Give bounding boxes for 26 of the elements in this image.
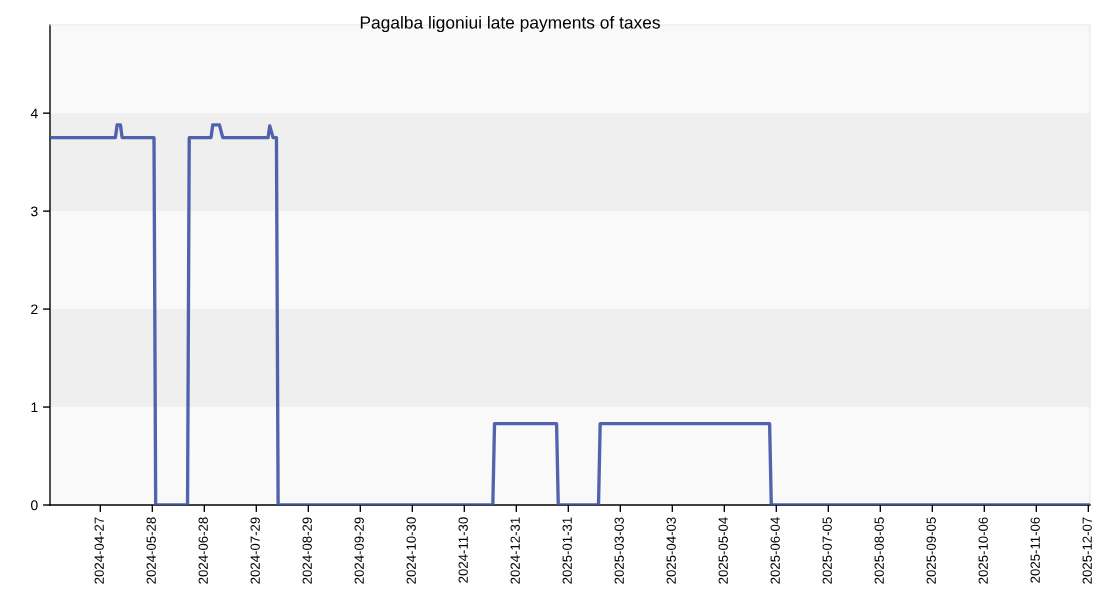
y-tick-label: 1: [31, 402, 38, 413]
x-tick-label: 2025-10-06: [978, 517, 988, 584]
x-tick-label: 2024-07-29: [250, 517, 260, 584]
x-tick-label: 2024-04-27: [94, 517, 104, 584]
x-tick-label: 2025-04-03: [666, 517, 676, 584]
x-tick-label: 2025-05-04: [718, 517, 728, 584]
x-tick-label: 2025-03-03: [614, 517, 624, 584]
y-tick-label: 4: [30, 108, 38, 119]
y-tick-label: 2: [31, 304, 38, 315]
y-tick-label: 3: [31, 206, 38, 217]
x-tick-label: 2025-11-06: [1030, 517, 1040, 583]
x-tick-label: 2024-05-28: [146, 517, 156, 584]
x-tick-label: 2025-12-07: [1082, 517, 1092, 584]
x-tick-label: 2025-08-05: [874, 517, 884, 584]
x-tick-label: 2025-07-05: [822, 517, 832, 584]
y-tick-label: 0: [31, 500, 38, 511]
x-tick-label: 2024-10-30: [406, 517, 416, 584]
chart-title: Pagalba ligoniui late payments of taxes: [360, 15, 660, 33]
x-tick-label: 2025-09-05: [926, 517, 936, 584]
x-tick-label: 2024-08-29: [302, 517, 312, 584]
x-tick-label: 2024-11-30: [458, 517, 468, 583]
x-tick-label: 2024-12-31: [510, 517, 520, 584]
x-tick-label: 2025-06-04: [770, 517, 780, 584]
x-tick-label: 2024-06-28: [198, 517, 208, 584]
x-tick-label: 2025-01-31: [562, 517, 572, 584]
x-tick-label: 2024-09-29: [354, 517, 364, 584]
